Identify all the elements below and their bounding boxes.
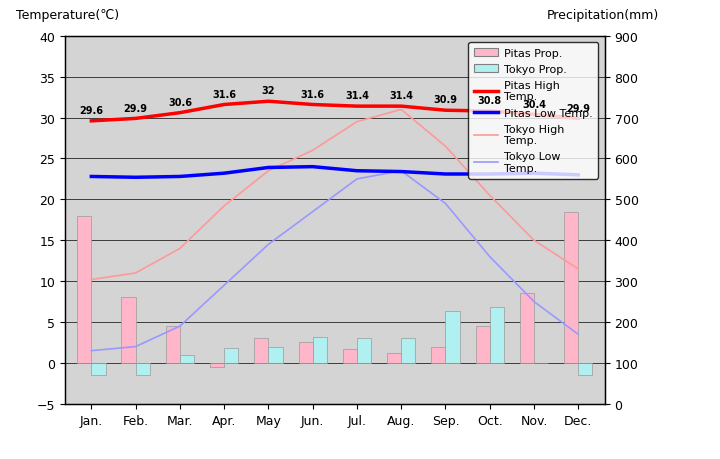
Bar bbox=[180, 355, 194, 363]
Bar bbox=[578, 363, 593, 375]
Bar bbox=[387, 353, 401, 363]
Bar bbox=[312, 337, 327, 363]
Text: 30.8: 30.8 bbox=[477, 96, 502, 106]
Legend: Pitas Prop., Tokyo Prop., Pitas High
Temp., Pitas Low Temp., Tokyo High
Temp., T: Pitas Prop., Tokyo Prop., Pitas High Tem… bbox=[468, 43, 598, 179]
Text: 30.4: 30.4 bbox=[522, 99, 546, 109]
Text: Temperature(℃): Temperature(℃) bbox=[16, 9, 120, 22]
Bar bbox=[254, 339, 269, 363]
Bar bbox=[91, 363, 106, 375]
Text: 31.6: 31.6 bbox=[301, 90, 325, 100]
Text: 30.6: 30.6 bbox=[168, 98, 192, 108]
Text: 29.6: 29.6 bbox=[79, 106, 104, 116]
Bar bbox=[475, 326, 490, 363]
Bar bbox=[564, 212, 578, 363]
Bar bbox=[431, 347, 446, 363]
Bar bbox=[446, 312, 459, 363]
Text: 29.9: 29.9 bbox=[124, 103, 148, 113]
Bar bbox=[357, 339, 371, 363]
Bar bbox=[269, 347, 282, 363]
Text: 30.9: 30.9 bbox=[433, 95, 457, 105]
Text: 29.9: 29.9 bbox=[566, 103, 590, 113]
Bar bbox=[135, 363, 150, 375]
Bar bbox=[166, 326, 180, 363]
Bar bbox=[299, 343, 312, 363]
Bar bbox=[122, 298, 135, 363]
Text: Precipitation(mm): Precipitation(mm) bbox=[546, 9, 659, 22]
Text: 31.4: 31.4 bbox=[390, 91, 413, 101]
Text: 32: 32 bbox=[261, 86, 275, 96]
Text: 31.4: 31.4 bbox=[345, 91, 369, 101]
Bar bbox=[490, 308, 504, 363]
Bar bbox=[520, 294, 534, 363]
Bar bbox=[210, 363, 224, 367]
Bar bbox=[343, 349, 357, 363]
Bar bbox=[401, 339, 415, 363]
Text: 31.6: 31.6 bbox=[212, 90, 236, 100]
Bar bbox=[77, 216, 91, 363]
Bar bbox=[224, 348, 238, 363]
